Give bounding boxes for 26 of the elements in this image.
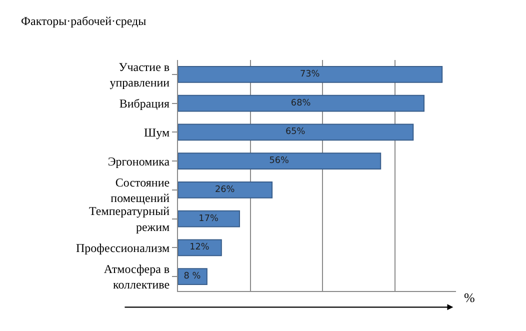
data-label: 12% [190, 242, 210, 253]
y-tick-label: Состояние помещений [110, 175, 170, 205]
y-tick-label: Шум [144, 125, 170, 140]
bar [178, 66, 443, 83]
y-tick-label: Температурный режим [89, 204, 170, 234]
data-label: 65% [285, 127, 306, 138]
y-tick-label: Профессионализм [76, 240, 170, 255]
data-label: 73% [300, 69, 320, 80]
bar [178, 124, 414, 141]
bar [178, 94, 425, 112]
y-tick-label: Эргономика [108, 154, 170, 168]
bar [178, 152, 382, 170]
y-tick-label: Участие в управлении [110, 60, 170, 90]
data-label: 17% [198, 214, 218, 224]
bar [178, 239, 222, 256]
data-label: 26% [214, 184, 235, 195]
data-label: 8 % [184, 272, 201, 282]
x-axis-title: % [464, 290, 475, 305]
chart-title: Факторы·рабочей·среды [21, 14, 146, 28]
y-tick-label: Вибрация [119, 96, 170, 111]
y-tick-label: Атмосфера в коллективе [104, 262, 170, 292]
bar [178, 268, 208, 285]
bar [178, 210, 240, 228]
data-label: 56% [269, 156, 289, 166]
data-label: 68% [290, 98, 311, 108]
bar [178, 182, 273, 198]
